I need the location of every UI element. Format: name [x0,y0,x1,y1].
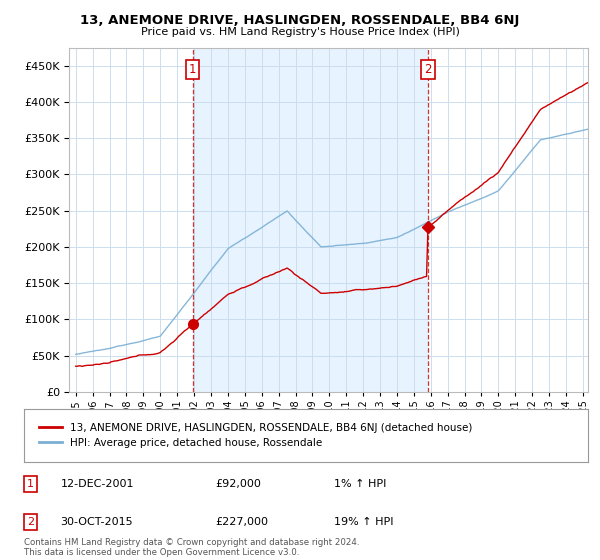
Text: 13, ANEMONE DRIVE, HASLINGDEN, ROSSENDALE, BB4 6NJ: 13, ANEMONE DRIVE, HASLINGDEN, ROSSENDAL… [80,14,520,27]
Text: 19% ↑ HPI: 19% ↑ HPI [334,517,394,527]
Text: Price paid vs. HM Land Registry's House Price Index (HPI): Price paid vs. HM Land Registry's House … [140,27,460,37]
Bar [193,48,428,392]
Text: 2: 2 [424,63,431,76]
Text: 2: 2 [27,517,34,527]
Text: 1% ↑ HPI: 1% ↑ HPI [334,479,386,489]
Text: £92,000: £92,000 [216,479,262,489]
Text: 12-DEC-2001: 12-DEC-2001 [61,479,134,489]
Text: 1: 1 [27,479,34,489]
Text: £227,000: £227,000 [216,517,269,527]
Legend: 13, ANEMONE DRIVE, HASLINGDEN, ROSSENDALE, BB4 6NJ (detached house), HPI: Averag: 13, ANEMONE DRIVE, HASLINGDEN, ROSSENDAL… [35,419,477,452]
Text: 30-OCT-2015: 30-OCT-2015 [61,517,133,527]
Text: 1: 1 [189,63,196,76]
Text: Contains HM Land Registry data © Crown copyright and database right 2024.
This d: Contains HM Land Registry data © Crown c… [24,538,359,557]
